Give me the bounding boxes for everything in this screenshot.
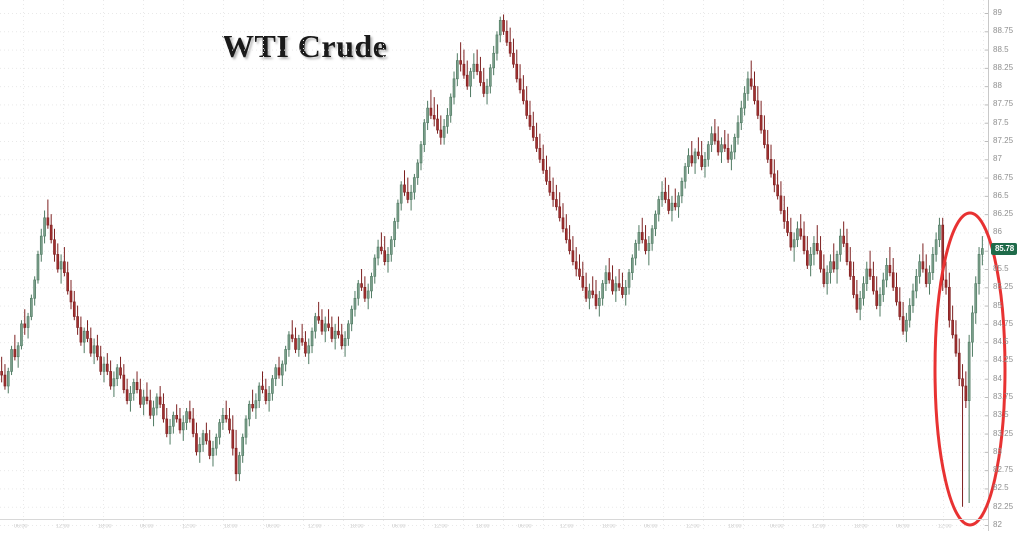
- x-axis-tick-8: 18:00: [350, 524, 364, 530]
- y-axis-tick-22: 83.5: [993, 410, 1009, 420]
- x-axis-tick-0: 06:00: [14, 524, 28, 530]
- y-axis-tick-2: 88.5: [993, 44, 1009, 54]
- y-axis-tick-24: 83: [993, 446, 1002, 456]
- y-axis-tick-18: 84.5: [993, 337, 1009, 347]
- y-axis-tick-23: 83.25: [993, 428, 1014, 438]
- y-axis-tick-14: 85.5: [993, 264, 1009, 273]
- y-axis-tick-9: 86.75: [993, 172, 1014, 182]
- x-axis-tick-14: 18:00: [602, 524, 616, 530]
- y-axis-tick-4: 88: [993, 81, 1002, 91]
- x-axis-tick-20: 18:00: [854, 524, 868, 530]
- x-axis-tick-3: 06:00: [140, 524, 154, 530]
- x-axis-tick-18: 06:00: [770, 524, 784, 530]
- x-axis-tick-13: 12:00: [560, 524, 574, 530]
- y-axis-tick-21: 83.75: [993, 392, 1014, 401]
- x-axis-line: [0, 519, 988, 520]
- y-axis-tick-20: 84: [993, 373, 1002, 383]
- y-axis-tick-7: 87.25: [993, 136, 1014, 145]
- grid-lines: [0, 0, 988, 529]
- x-axis-tick-6: 06:00: [266, 524, 280, 530]
- y-axis-tick-12: 86: [993, 227, 1002, 237]
- y-axis-tick-0: 89: [993, 8, 1002, 17]
- y-axis-tick-27: 82.25: [993, 501, 1014, 511]
- y-axis-tick-1: 88.75: [993, 26, 1014, 36]
- y-axis-tick-26: 82.5: [993, 483, 1009, 493]
- y-axis-tick-16: 85: [993, 300, 1002, 310]
- x-axis-tick-19: 12:00: [812, 524, 826, 530]
- x-axis-tick-1: 12:00: [56, 524, 70, 530]
- y-axis-tick-28: 82: [993, 520, 1002, 529]
- y-axis-tick-25: 82.75: [993, 465, 1014, 475]
- x-axis-tick-4: 12:00: [182, 524, 196, 530]
- last-price-badge: 85.78: [991, 242, 1018, 255]
- x-axis-tick-11: 18:00: [476, 524, 490, 530]
- x-axis-tick-5: 18:00: [224, 524, 238, 530]
- y-axis-tick-5: 87.75: [993, 99, 1014, 109]
- y-axis-tick-8: 87: [993, 154, 1002, 164]
- x-axis-tick-16: 12:00: [686, 524, 700, 530]
- y-axis-tick-19: 84.25: [993, 355, 1014, 365]
- x-axis-tick-9: 06:00: [392, 524, 406, 530]
- x-axis-tick-7: 12:00: [308, 524, 322, 530]
- x-axis-tick-17: 18:00: [728, 524, 742, 530]
- chart-title: WTI Crude: [222, 28, 388, 64]
- y-axis-tick-6: 87.5: [993, 117, 1009, 127]
- red-ellipse-highlight: [933, 211, 1007, 527]
- x-axis-tick-21: 06:00: [896, 524, 910, 530]
- x-axis-tick-2: 18:00: [98, 524, 112, 530]
- y-axis-tick-15: 85.25: [993, 282, 1014, 292]
- y-axis-tick-11: 86.25: [993, 209, 1014, 219]
- x-axis-tick-22: 12:00: [938, 524, 952, 530]
- candle-series: [0, 14, 984, 507]
- y-axis-tick-17: 84.75: [993, 318, 1014, 328]
- x-axis-tick-15: 06:00: [644, 524, 658, 530]
- y-axis-tick-3: 88.25: [993, 62, 1014, 72]
- price-axis-ticks: [985, 13, 988, 526]
- x-axis-tick-12: 06:00: [518, 524, 532, 530]
- x-axis-tick-10: 12:00: [434, 524, 448, 530]
- y-axis-tick-10: 86.5: [993, 190, 1009, 200]
